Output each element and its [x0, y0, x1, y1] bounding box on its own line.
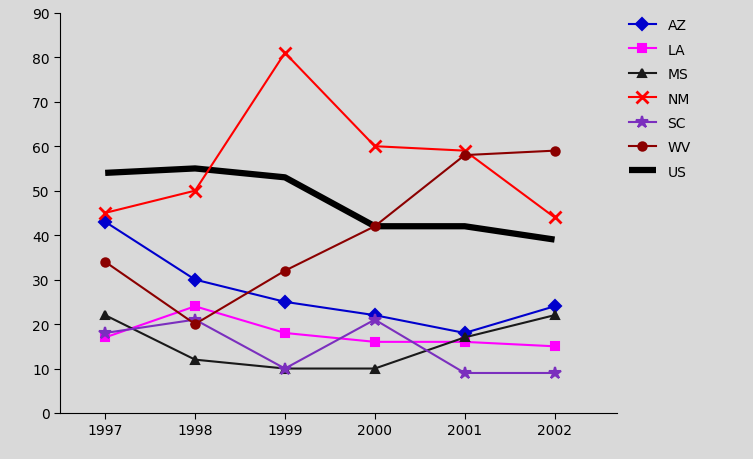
SC — [460, 370, 469, 376]
Line: WV: WV — [101, 147, 559, 329]
Legend: AZ, LA, MS, NM, SC, WV, US: AZ, LA, MS, NM, SC, WV, US — [623, 14, 697, 185]
AZ — [460, 330, 469, 336]
AZ — [191, 277, 200, 283]
US — [280, 175, 289, 181]
LA — [101, 335, 110, 341]
LA — [550, 344, 559, 349]
WV — [550, 149, 559, 154]
MS — [460, 335, 469, 341]
LA — [280, 330, 289, 336]
AZ — [550, 304, 559, 309]
WV — [101, 259, 110, 265]
Line: NM: NM — [99, 48, 560, 224]
AZ — [280, 299, 289, 305]
SC — [191, 317, 200, 323]
WV — [191, 322, 200, 327]
MS — [550, 313, 559, 318]
NM — [191, 189, 200, 194]
MS — [191, 357, 200, 363]
MS — [101, 313, 110, 318]
MS — [280, 366, 289, 371]
AZ — [370, 313, 380, 318]
US — [550, 237, 559, 243]
US — [101, 171, 110, 176]
SC — [550, 370, 559, 376]
Line: SC: SC — [99, 313, 561, 380]
US — [460, 224, 469, 230]
LA — [460, 339, 469, 345]
Line: US: US — [105, 169, 554, 240]
MS — [370, 366, 380, 371]
NM — [101, 211, 110, 216]
WV — [280, 269, 289, 274]
US — [370, 224, 380, 230]
NM — [550, 215, 559, 221]
AZ — [101, 219, 110, 225]
WV — [460, 153, 469, 158]
Line: AZ: AZ — [101, 218, 559, 337]
NM — [460, 149, 469, 154]
WV — [370, 224, 380, 230]
SC — [370, 317, 380, 323]
Line: MS: MS — [101, 311, 559, 373]
US — [191, 166, 200, 172]
LA — [370, 339, 380, 345]
NM — [280, 51, 289, 56]
LA — [191, 304, 200, 309]
Line: LA: LA — [101, 302, 559, 351]
SC — [101, 330, 110, 336]
SC — [280, 366, 289, 371]
NM — [370, 144, 380, 150]
